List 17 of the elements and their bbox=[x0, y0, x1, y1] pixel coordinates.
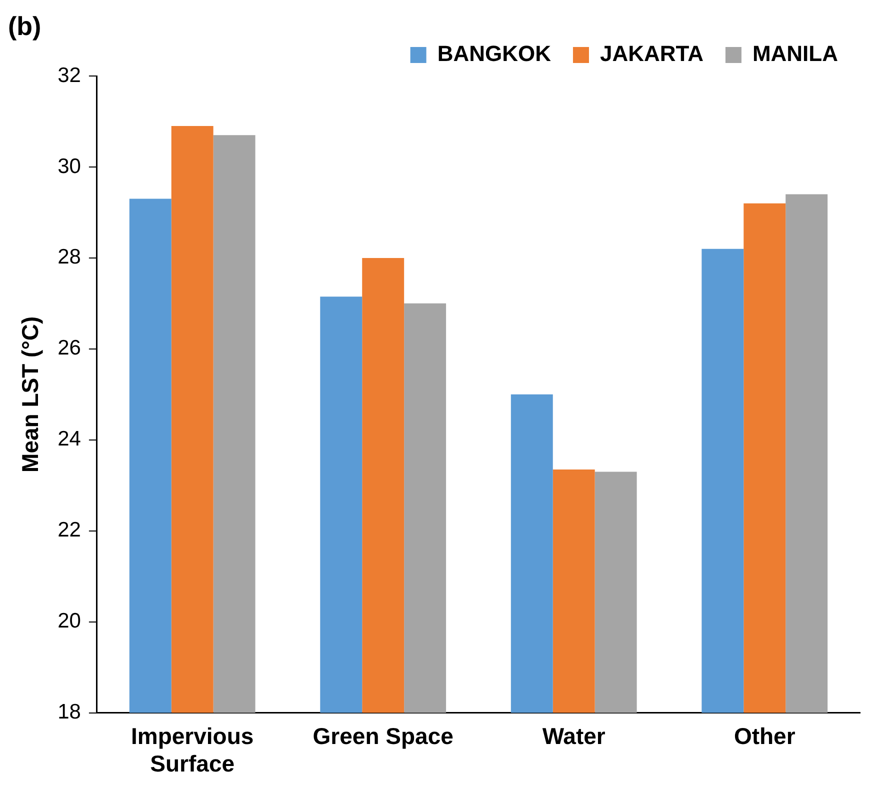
y-tick-label: 32 bbox=[58, 64, 81, 87]
x-tick-label: Green Space bbox=[312, 722, 454, 749]
x-tick-label: Other bbox=[734, 722, 796, 749]
y-tick-label: 18 bbox=[58, 700, 81, 724]
y-tick-label: 22 bbox=[58, 518, 81, 542]
legend-label: MANILA bbox=[752, 41, 838, 66]
chart-title: (b) bbox=[8, 11, 42, 42]
y-tick-label: 30 bbox=[58, 154, 81, 178]
y-tick-label: 28 bbox=[58, 246, 81, 269]
y-tick-label: 26 bbox=[58, 336, 81, 360]
x-tick-label: Water bbox=[542, 722, 606, 749]
legend-label: JAKARTA bbox=[600, 41, 704, 66]
x-tick-label: Impervious Surface bbox=[130, 722, 254, 777]
legend-label: BANGKOK bbox=[437, 41, 552, 66]
y-tick-label: 24 bbox=[58, 428, 82, 451]
y-tick-label: 20 bbox=[58, 610, 81, 633]
y-axis-title: Mean LST (°C) bbox=[17, 316, 44, 472]
